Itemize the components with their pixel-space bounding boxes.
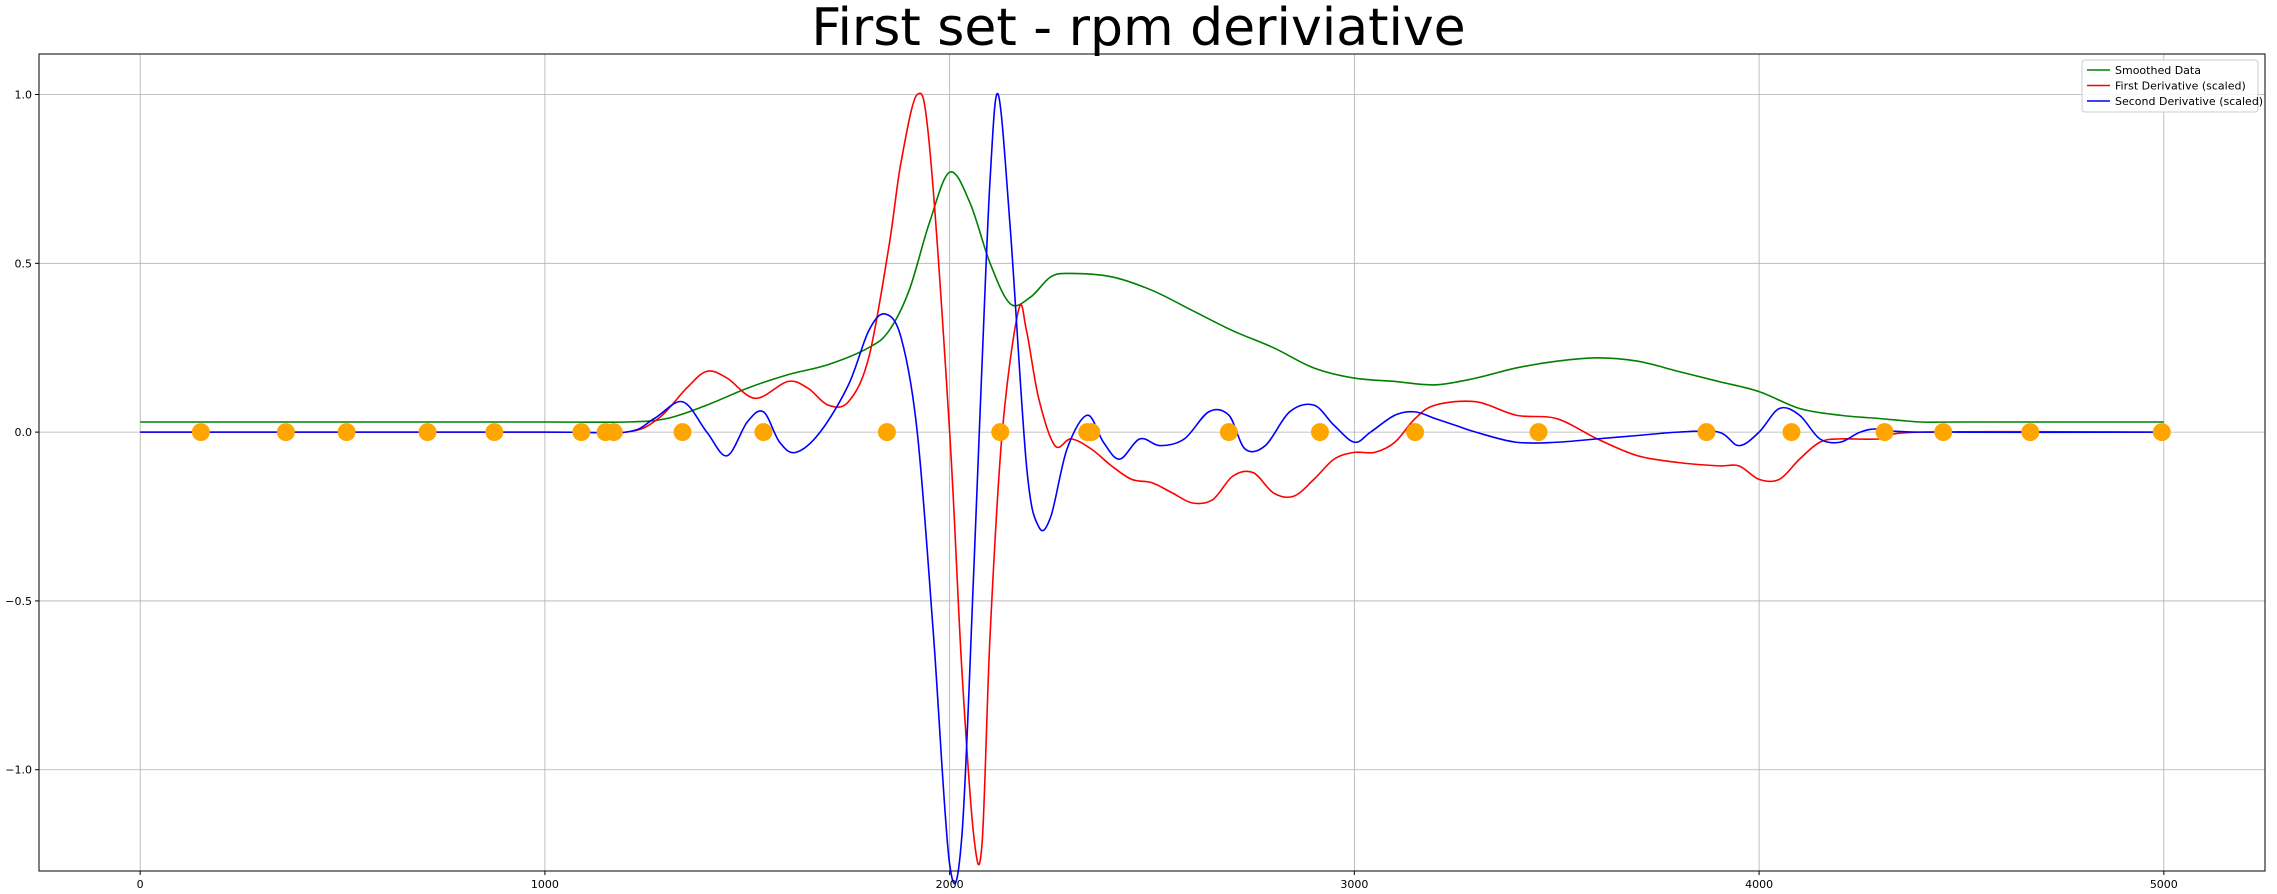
marker-point <box>2021 423 2040 442</box>
grid-lines <box>39 54 2265 871</box>
second-derivative-line <box>140 92 2164 885</box>
series-layer <box>140 92 2164 885</box>
marker-point <box>1934 423 1953 442</box>
x-tick-label: 3000 <box>1340 878 1368 891</box>
marker-point <box>754 423 773 442</box>
legend: Smoothed Data First Derivative (scaled) Se… <box>2081 59 2263 113</box>
marker-point <box>1406 423 1425 442</box>
chart-title: First set - rpm deriviative <box>811 0 1466 58</box>
marker-point <box>2152 423 2171 442</box>
marker-point <box>337 423 356 442</box>
smoothed-data-line <box>140 171 2164 424</box>
marker-point <box>1219 423 1238 442</box>
marker-point <box>1782 423 1801 442</box>
marker-point <box>485 423 504 442</box>
first-derivative-line <box>140 92 2164 866</box>
marker-point <box>1310 423 1329 442</box>
marker-point <box>604 423 623 442</box>
y-tick-label: −0.5 <box>5 595 32 608</box>
x-tick-label: 1000 <box>531 878 559 891</box>
y-tick-label: 1.0 <box>15 89 33 102</box>
marker-point <box>1082 423 1101 442</box>
marker-point <box>276 423 295 442</box>
x-tick-label: 0 <box>137 878 144 891</box>
y-tick-label: 0.0 <box>15 426 33 439</box>
y-tick-label: 0.5 <box>15 257 33 270</box>
marker-point <box>673 423 692 442</box>
legend-label: Smoothed Data <box>2115 64 2201 77</box>
marker-point <box>877 423 896 442</box>
marker-layer <box>191 423 2171 442</box>
marker-point <box>1697 423 1716 442</box>
y-tick-label: −1.0 <box>5 764 32 777</box>
marker-point <box>572 423 591 442</box>
legend-box <box>2081 59 2259 113</box>
marker-point <box>1529 423 1548 442</box>
marker-point <box>191 423 210 442</box>
x-tick-label: 2000 <box>936 878 964 891</box>
x-tick-label: 5000 <box>2150 878 2178 891</box>
marker-point <box>418 423 437 442</box>
marker-point <box>991 423 1010 442</box>
marker-point <box>1875 423 1894 442</box>
legend-label: Second Derivative (scaled) <box>2115 95 2263 108</box>
tick-labels: 0 1000 2000 3000 4000 5000 1.0 0.5 0.0 −0.5 −1.0 <box>5 89 2178 891</box>
legend-label: First Derivative (scaled) <box>2115 80 2246 93</box>
x-tick-label: 4000 <box>1745 878 1773 891</box>
plot-frame <box>38 53 2266 872</box>
